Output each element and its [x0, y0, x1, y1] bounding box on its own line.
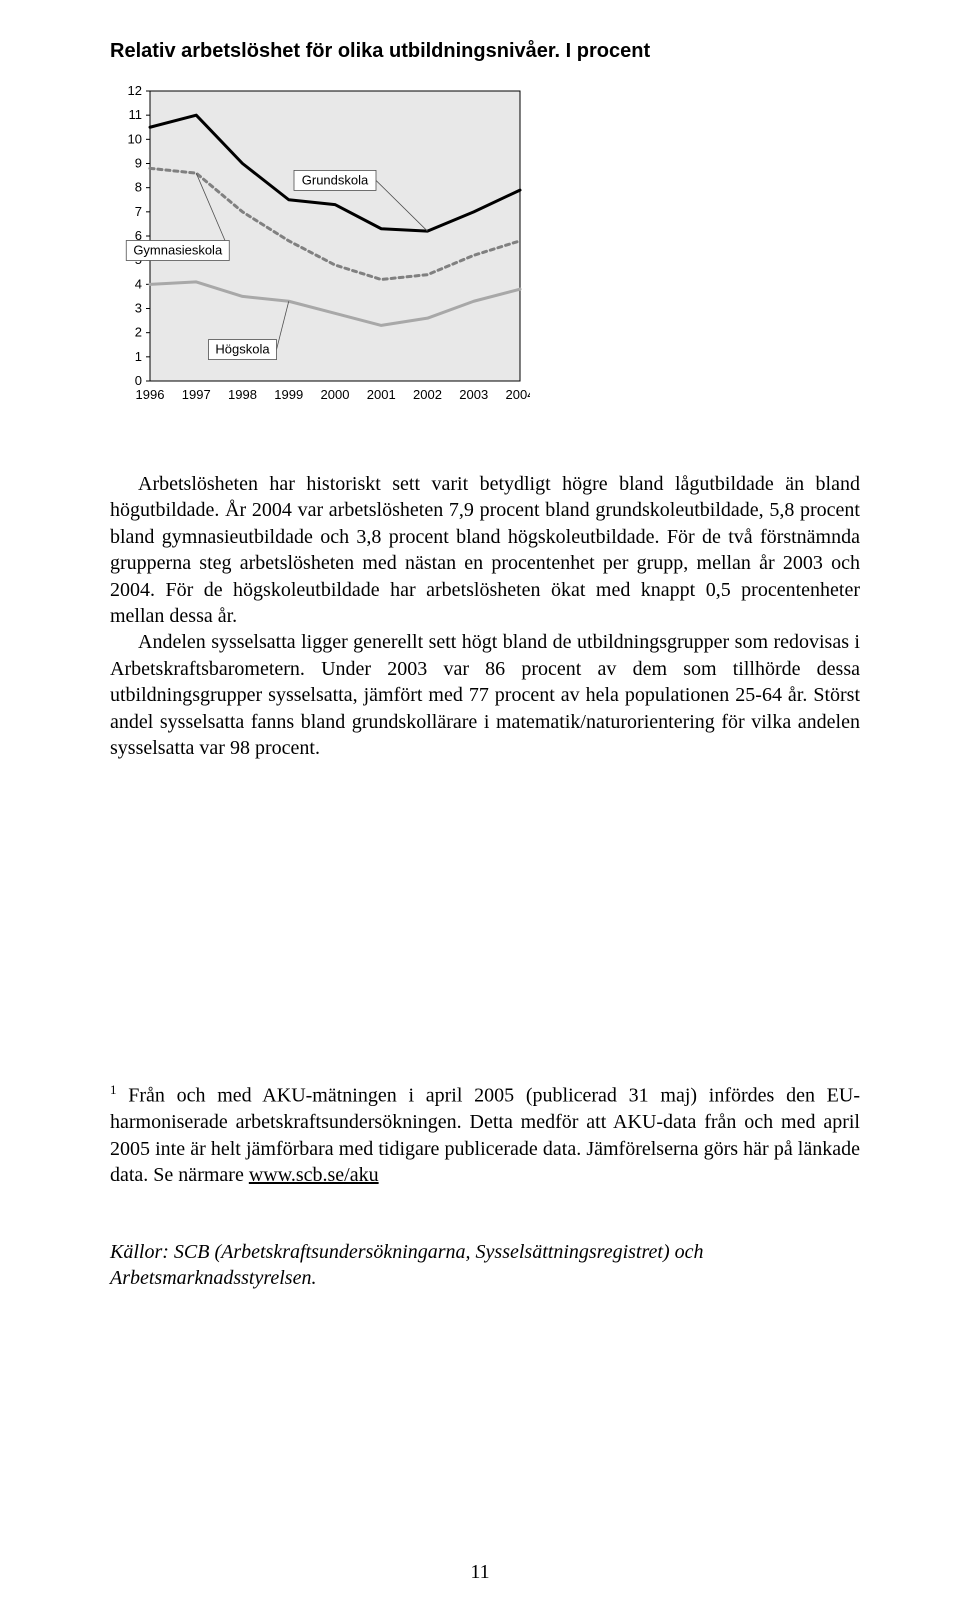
svg-text:3: 3	[135, 301, 142, 316]
svg-text:9: 9	[135, 156, 142, 171]
svg-text:1998: 1998	[228, 387, 257, 402]
svg-text:Grundskola: Grundskola	[302, 172, 369, 187]
svg-text:1997: 1997	[182, 387, 211, 402]
paragraph-2: Andelen sysselsatta ligger generellt set…	[110, 629, 860, 761]
svg-text:2004: 2004	[506, 387, 530, 402]
svg-text:2002: 2002	[413, 387, 442, 402]
footnote-text: Från och med AKU-mätningen i april 2005 …	[110, 1085, 860, 1186]
footnote-link: www.scb.se/aku	[249, 1164, 379, 1186]
svg-text:0: 0	[135, 373, 142, 388]
chart-container: 0123456789101112199619971998199920002001…	[110, 81, 860, 411]
line-chart: 0123456789101112199619971998199920002001…	[110, 81, 530, 411]
svg-text:11: 11	[129, 107, 143, 122]
svg-text:2000: 2000	[321, 387, 350, 402]
svg-text:2: 2	[135, 325, 142, 340]
svg-text:12: 12	[128, 83, 142, 98]
svg-text:2001: 2001	[367, 387, 396, 402]
svg-text:2003: 2003	[459, 387, 488, 402]
page-number: 11	[0, 1561, 960, 1584]
svg-text:8: 8	[135, 180, 142, 195]
svg-text:4: 4	[135, 276, 142, 291]
svg-text:1: 1	[135, 349, 142, 364]
svg-text:1996: 1996	[136, 387, 165, 402]
sources: Källor: SCB (Arbetskraftsundersökningarn…	[110, 1239, 860, 1292]
body-text: Arbetslösheten har historiskt sett varit…	[110, 471, 860, 761]
chart-title: Relativ arbetslöshet för olika utbildnin…	[110, 40, 860, 63]
svg-text:10: 10	[128, 131, 142, 146]
svg-text:7: 7	[135, 204, 142, 219]
svg-text:1999: 1999	[274, 387, 303, 402]
svg-text:Gymnasieskola: Gymnasieskola	[133, 243, 223, 258]
paragraph-1: Arbetslösheten har historiskt sett varit…	[110, 471, 860, 629]
footnote: 1 Från och med AKU-mätningen i april 200…	[110, 1081, 860, 1188]
svg-text:Högskola: Högskola	[215, 342, 270, 357]
